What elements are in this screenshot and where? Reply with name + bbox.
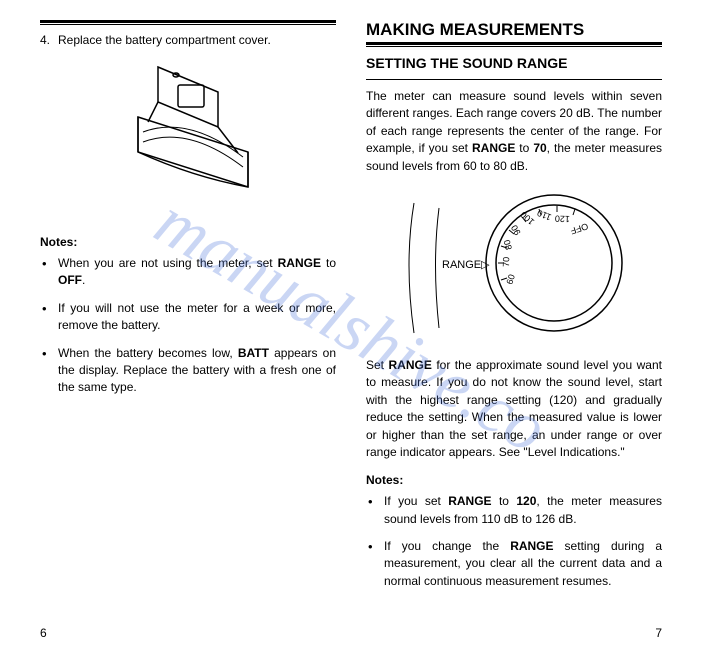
left-page: 4. Replace the battery compartment cover… bbox=[0, 0, 351, 652]
notes-list-left: When you are not using the meter, set RA… bbox=[40, 255, 336, 397]
bullet-bold: OFF bbox=[58, 273, 82, 287]
dial-value: 120 bbox=[555, 213, 570, 224]
page-number-right: 7 bbox=[655, 626, 662, 640]
notes-list-right: If you set RANGE to 120, the meter measu… bbox=[366, 493, 662, 590]
dial-range-label: RANGE▷ bbox=[442, 259, 490, 271]
para-text: Set bbox=[366, 358, 389, 372]
section-title: MAKING MEASUREMENTS bbox=[366, 20, 662, 40]
intro-text: to bbox=[515, 141, 533, 155]
thin-rule bbox=[366, 79, 662, 80]
dial-value: 70 bbox=[501, 257, 511, 267]
step-4: 4. Replace the battery compartment cover… bbox=[40, 33, 336, 47]
intro-bold: RANGE bbox=[472, 141, 515, 155]
para-bold: RANGE bbox=[389, 358, 432, 372]
bullet-bold: BATT bbox=[238, 346, 269, 360]
list-item: When the battery becomes low, BATT appea… bbox=[40, 345, 336, 397]
list-item: If you change the RANGE setting during a… bbox=[366, 538, 662, 590]
dial-value: 60 bbox=[504, 273, 517, 286]
bullet-text: to bbox=[492, 494, 517, 508]
page-spread: 4. Replace the battery compartment cover… bbox=[0, 0, 702, 652]
notes-heading-left: Notes: bbox=[40, 235, 336, 249]
range-dial-illustration: RANGE▷ 60 70 80 90 100 110 120 OFF bbox=[384, 183, 644, 343]
bullet-bold: RANGE bbox=[510, 539, 553, 553]
bullet-text: When you are not using the meter, set bbox=[58, 256, 278, 270]
para-text: for the approximate sound level you want… bbox=[366, 358, 662, 459]
intro-bold: 70 bbox=[533, 141, 546, 155]
list-item: When you are not using the meter, set RA… bbox=[40, 255, 336, 290]
list-item: If you will not use the meter for a week… bbox=[40, 300, 336, 335]
subsection-title: SETTING THE SOUND RANGE bbox=[366, 55, 662, 71]
dial-value: 80 bbox=[502, 239, 514, 251]
top-rule-left bbox=[40, 20, 336, 25]
bullet-text: . bbox=[82, 273, 85, 287]
instruction-paragraph: Set RANGE for the approximate sound leve… bbox=[366, 357, 662, 461]
bullet-bold: RANGE bbox=[448, 494, 491, 508]
dial-value: OFF bbox=[569, 221, 590, 236]
bullet-text: If you change the bbox=[384, 539, 510, 553]
page-number-left: 6 bbox=[40, 626, 47, 640]
bullet-text: When the battery becomes low, bbox=[58, 346, 238, 360]
step-text: Replace the battery compartment cover. bbox=[58, 33, 271, 47]
notes-heading-right: Notes: bbox=[366, 473, 662, 487]
bullet-text: If you set bbox=[384, 494, 448, 508]
top-rule-right bbox=[366, 42, 662, 47]
list-item: If you set RANGE to 120, the meter measu… bbox=[366, 493, 662, 528]
bullet-bold: 120 bbox=[516, 494, 536, 508]
intro-paragraph: The meter can measure sound levels withi… bbox=[366, 88, 662, 175]
bullet-text: to bbox=[321, 256, 336, 270]
dial-value: 100 bbox=[518, 209, 536, 226]
battery-cover-illustration bbox=[88, 57, 288, 217]
bullet-bold: RANGE bbox=[278, 256, 321, 270]
dial-value: 110 bbox=[536, 208, 553, 223]
dial-value: 90 bbox=[509, 223, 523, 237]
step-number: 4. bbox=[40, 33, 58, 47]
bullet-text: If you will not use the meter for a week… bbox=[58, 301, 336, 332]
right-page: MAKING MEASUREMENTS SETTING THE SOUND RA… bbox=[351, 0, 702, 652]
